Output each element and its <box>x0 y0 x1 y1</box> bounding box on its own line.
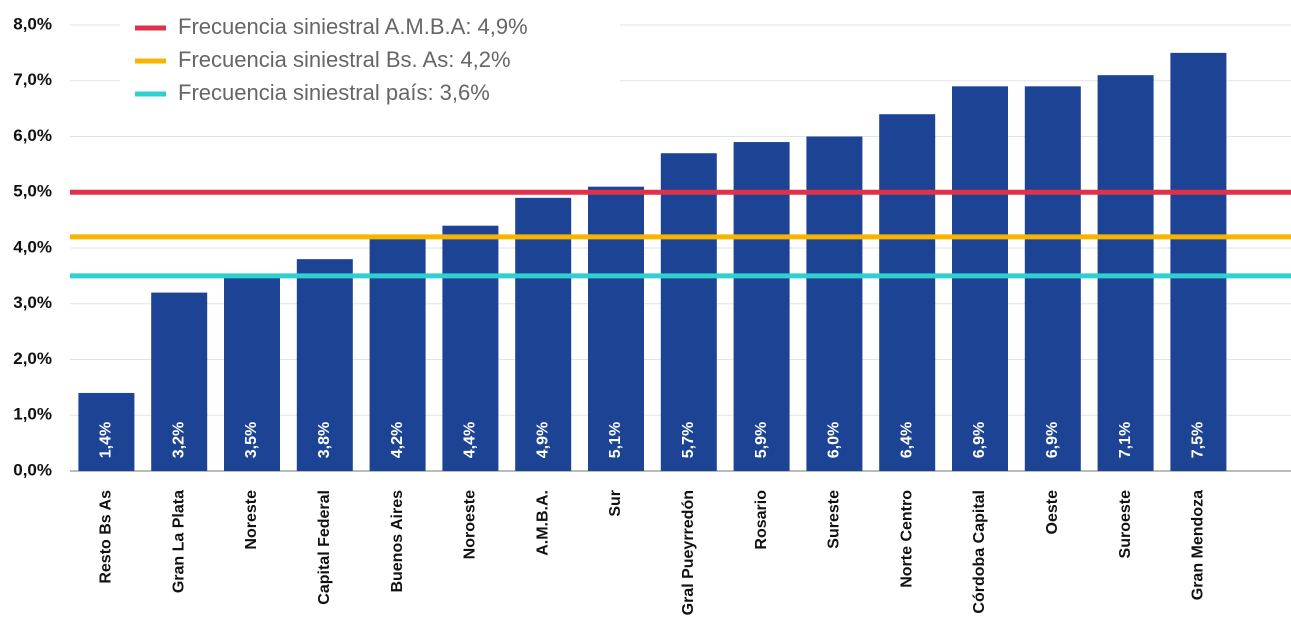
value-label: 5,1% <box>607 422 624 458</box>
x-tick-label: Suroeste <box>1117 490 1134 559</box>
x-tick-label: Córdoba Capital <box>971 490 988 614</box>
x-tick-label: Resto Bs As <box>98 490 115 584</box>
bar <box>224 275 280 471</box>
value-label: 7,1% <box>1117 422 1134 458</box>
value-label: 4,2% <box>389 422 406 458</box>
value-label: 6,9% <box>1044 422 1061 458</box>
bar <box>660 153 717 471</box>
value-label: 6,9% <box>971 422 988 458</box>
x-tick-label: Norte Centro <box>898 490 915 588</box>
x-tick-label: Gral Pueyrredón <box>680 490 697 615</box>
value-label: 3,5% <box>243 422 260 458</box>
value-label: 3,8% <box>316 422 333 458</box>
bar <box>879 114 936 471</box>
y-tick-label: 8,0% <box>13 14 52 33</box>
y-tick-label: 6,0% <box>13 126 52 145</box>
bar <box>1097 75 1154 472</box>
bar <box>1024 86 1081 471</box>
bar <box>588 186 644 472</box>
y-tick-label: 1,0% <box>13 405 52 424</box>
y-tick-label: 2,0% <box>13 349 52 368</box>
x-tick-label: Gran La Plata <box>170 490 187 593</box>
value-label: 6,4% <box>898 422 915 458</box>
y-tick-label: 7,0% <box>13 70 52 89</box>
x-tick-label: A.M.B.A. <box>534 490 551 556</box>
bar <box>442 225 499 471</box>
value-label: 4,4% <box>462 422 479 458</box>
bar <box>78 392 135 471</box>
y-tick-label: 4,0% <box>13 237 52 256</box>
legend-label: Frecuencia siniestral Bs. As: 4,2% <box>178 47 511 72</box>
x-tick-label: Noreste <box>243 490 260 550</box>
legend-label: Frecuencia siniestral país: 3,6% <box>178 80 490 105</box>
value-label: 3,2% <box>170 422 187 458</box>
bar <box>952 86 1008 471</box>
x-tick-label: Gran Mendoza <box>1190 490 1207 600</box>
bar <box>296 259 353 471</box>
bar <box>515 197 572 471</box>
value-label: 4,9% <box>534 422 551 458</box>
value-label: 5,9% <box>753 422 770 458</box>
x-tick-label: Capital Federal <box>316 490 333 605</box>
value-label: 5,7% <box>680 422 697 458</box>
bar <box>806 136 863 471</box>
y-tick-label: 0,0% <box>13 460 52 479</box>
x-tick-label: Oeste <box>1044 490 1061 535</box>
value-label: 6,0% <box>826 422 843 458</box>
x-tick-label: Buenos Aires <box>389 490 406 593</box>
x-tick-label: Sureste <box>826 490 843 549</box>
y-tick-label: 5,0% <box>13 182 52 201</box>
legend-label: Frecuencia siniestral A.M.B.A: 4,9% <box>178 14 528 39</box>
x-tick-label: Noroeste <box>462 490 479 559</box>
x-tick-label: Sur <box>607 490 624 517</box>
y-tick-label: 3,0% <box>13 293 52 312</box>
x-tick-label: Rosario <box>753 490 770 550</box>
bar <box>1170 52 1227 471</box>
bar <box>733 142 790 471</box>
value-label: 1,4% <box>98 422 115 458</box>
value-label: 7,5% <box>1190 422 1207 458</box>
bar <box>151 292 208 471</box>
legend-background <box>120 8 620 116</box>
